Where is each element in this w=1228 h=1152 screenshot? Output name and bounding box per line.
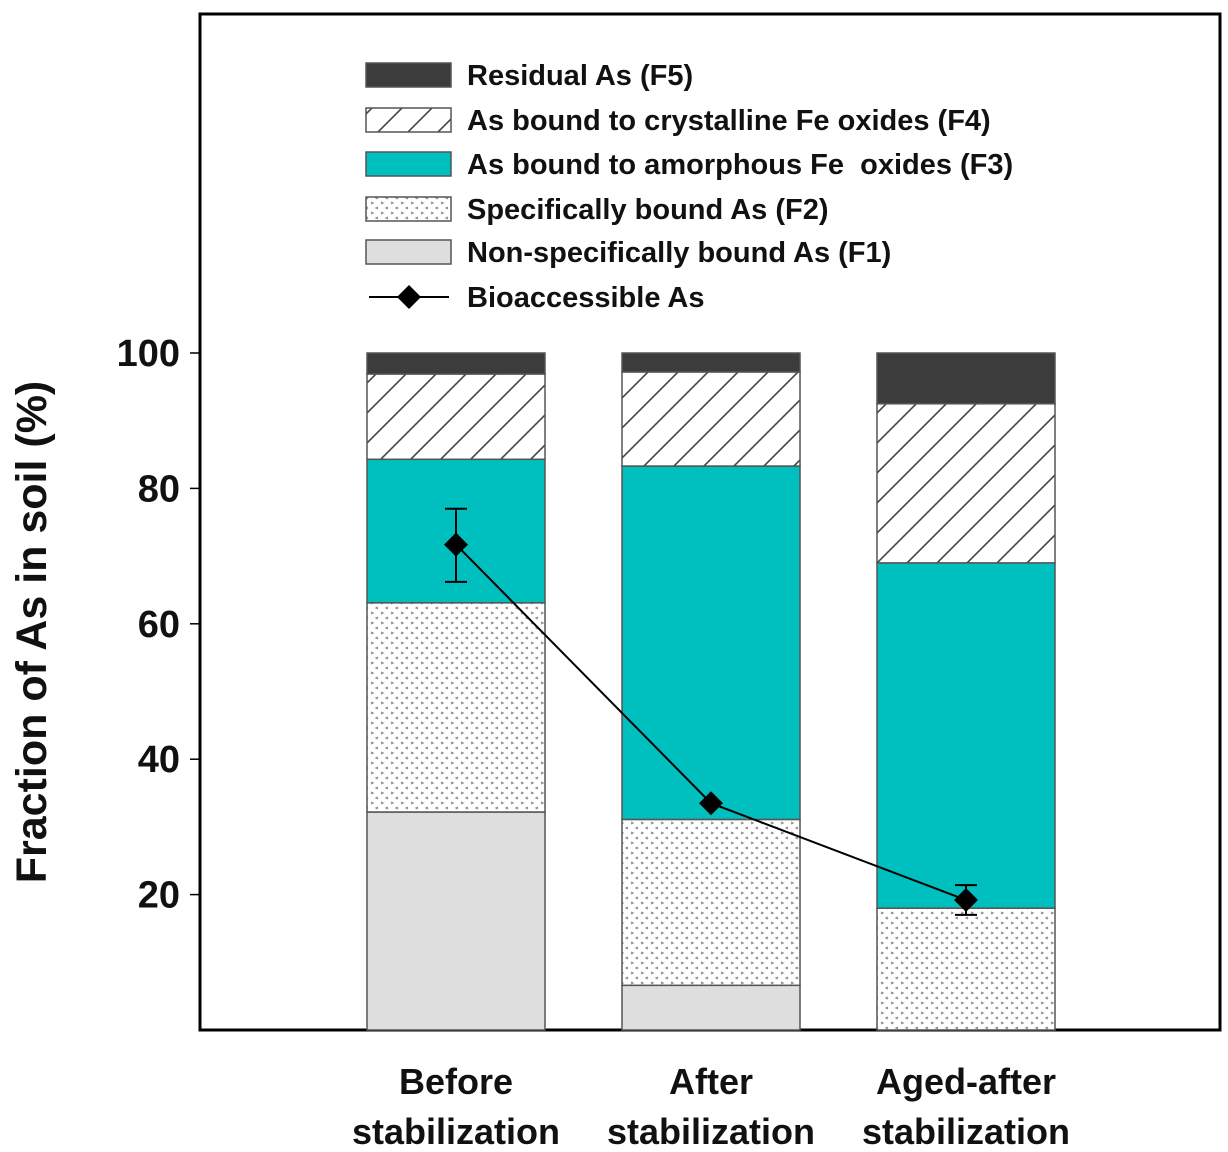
x-category-label: Aged-after — [876, 1061, 1056, 1102]
data-point-diamond — [954, 888, 978, 913]
legend-swatch-f5 — [365, 62, 452, 88]
legend-swatch-f3 — [365, 151, 452, 177]
bar-segment-f2 — [366, 602, 546, 813]
legend-label: Bioaccessible As — [467, 282, 705, 314]
bar-segment-f2 — [876, 907, 1056, 1031]
legend-swatch-f4 — [365, 107, 452, 133]
bar-segment-f4 — [876, 403, 1056, 564]
y-tick-label: 40 — [138, 739, 180, 781]
bar-segment-f4 — [366, 373, 546, 461]
data-point-diamond — [699, 791, 723, 816]
legend-label: As bound to crystalline Fe oxides (F4) — [467, 105, 991, 137]
y-tick-label: 100 — [117, 333, 180, 375]
bar-segment-f5 — [366, 352, 546, 375]
legend-diamond-icon — [397, 285, 421, 309]
y-tick-label: 60 — [138, 604, 180, 646]
x-category-label: Before — [399, 1061, 513, 1102]
x-category-label: stabilization — [862, 1111, 1070, 1152]
y-axis-ticks: 20 40 60 80 100 — [117, 333, 200, 917]
bioaccessible-line — [444, 507, 978, 916]
legend-label: Non-specifically bound As (F1) — [467, 237, 891, 269]
legend-label: As bound to amorphous Fe oxides (F3) — [467, 149, 1013, 181]
y-tick-label: 20 — [138, 875, 180, 917]
bar-segment-f5 — [621, 352, 801, 373]
bar-segment-f4 — [621, 371, 801, 467]
x-category-label: stabilization — [607, 1111, 815, 1152]
legend-swatch-f2 — [365, 196, 452, 222]
bar-segment-f1 — [621, 984, 801, 1031]
legend-swatch-f1 — [365, 239, 452, 265]
x-category-label: After — [669, 1061, 753, 1102]
bar-segment-f2 — [621, 818, 801, 987]
bar-segment-f5 — [876, 352, 1056, 405]
bar-segment-f1 — [366, 811, 546, 1031]
x-axis-categories: Before stabilization After stabilization Age… — [352, 1061, 1070, 1152]
legend-label: Specifically bound As (F2) — [467, 194, 828, 226]
y-tick-label: 80 — [138, 468, 180, 510]
bar-segment-f3 — [876, 562, 1056, 909]
y-axis-title: Fraction of As in soil (%) — [8, 381, 56, 883]
legend-label: Residual As (F5) — [467, 60, 693, 92]
legend: Residual As (F5) As bound to crystalline … — [365, 60, 1013, 314]
x-category-label: stabilization — [352, 1111, 560, 1152]
bars — [366, 352, 1056, 1031]
data-point-diamond — [444, 532, 468, 557]
bar-segment-f3 — [621, 465, 801, 821]
